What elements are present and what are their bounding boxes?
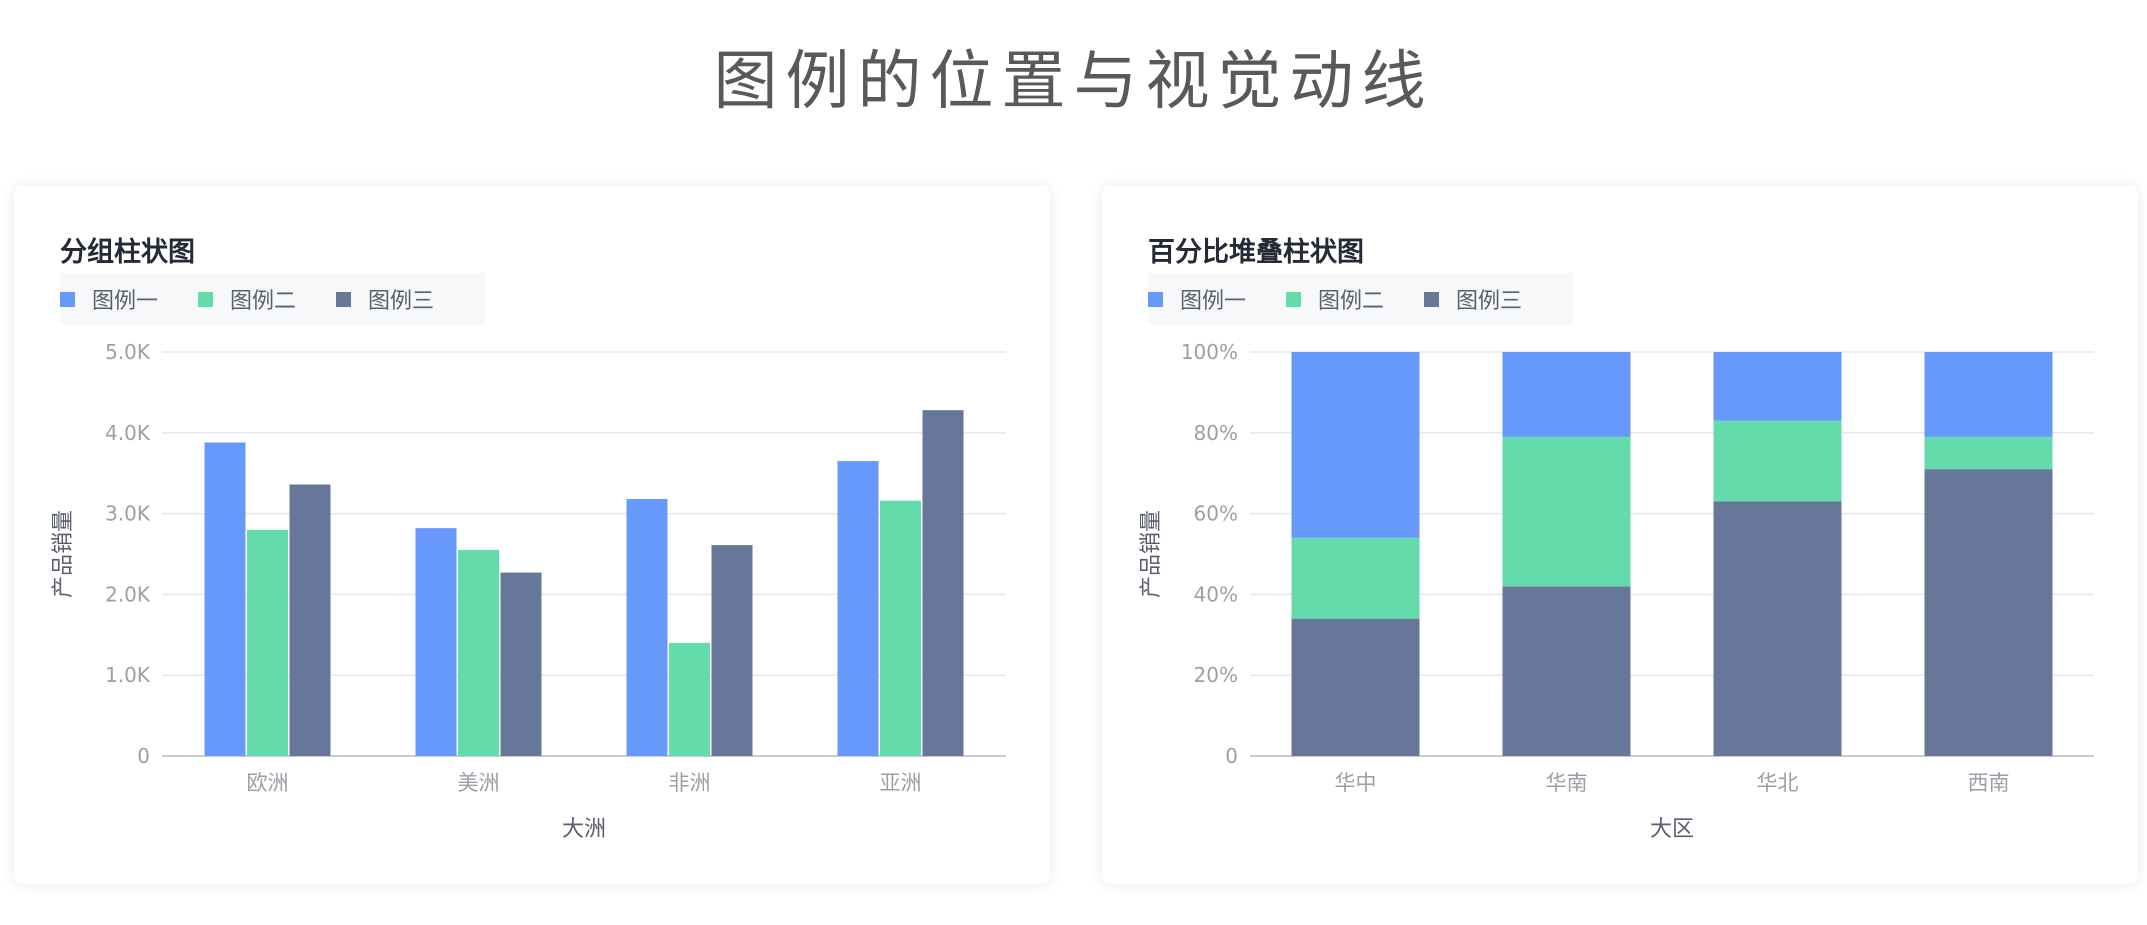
legend: 图例一 图例二 图例三 [60,273,485,325]
bar [500,572,542,756]
y-tick-label: 20% [1194,663,1238,687]
bar [458,549,499,756]
x-axis-title: 大区 [1650,817,1694,842]
bar-segment [1713,501,1842,756]
legend-label: 图例二 [1318,289,1385,314]
y-tick-label: 3.0K [105,502,151,526]
legend-label: 图例三 [368,289,435,314]
bar-segment [1924,469,2053,756]
y-tick-label: 40% [1194,582,1238,606]
bar [289,484,331,756]
legend-item-2[interactable]: 图例二 [1286,283,1384,315]
bar [711,545,753,756]
x-tick-label: 华中 [1335,771,1377,795]
bar-segment [1502,586,1631,756]
bar [626,499,668,756]
bar [837,461,879,756]
bar-segment [1291,352,1420,538]
legend-item-1[interactable]: 图例一 [60,283,158,315]
x-axis-title: 大洲 [562,817,606,842]
y-tick-label: 60% [1194,502,1238,526]
legend-item-1[interactable]: 图例一 [1148,283,1246,315]
legend-label: 图例一 [1180,289,1247,314]
bar-segment [1502,352,1631,437]
grouped-bar-card: 分组柱状图 图例一 图例二 图例三 0 1.0K 2.0K 3.0K 4.0K 5.0K 大… [14,186,1050,884]
legend-label: 图例三 [1456,289,1523,314]
legend-swatch-3 [336,291,352,307]
legend-item-2[interactable]: 图例二 [198,283,296,315]
legend: 图例一 图例二 图例三 [1148,273,1573,325]
y-axis-title: 产品销量 [51,510,76,598]
legend-swatch-1 [1148,291,1163,307]
y-tick-label: 2.0K [105,582,151,606]
legend-swatch-3 [1424,291,1440,307]
x-tick-label: 欧洲 [247,771,289,795]
bar [415,528,457,756]
bar-segment [1713,420,1842,502]
bar [247,529,288,756]
bar-segment [1924,352,2053,437]
y-tick-label: 4.0K [105,421,151,445]
chart-title: 分组柱状图 [60,237,195,268]
bar-segment [1502,436,1631,587]
y-tick-label: 0 [1225,744,1238,768]
bar [669,642,710,756]
stacked-bar-card: 百分比堆叠柱状图 图例一 图例二 图例三 0 20% 40% 60% 80% 100% 大区… [1102,186,2138,884]
bar [880,500,921,756]
legend-swatch-1 [60,291,75,307]
chart-title: 百分比堆叠柱状图 [1148,237,1364,268]
x-tick-label: 西南 [1968,771,2010,795]
x-tick-label: 亚洲 [880,771,922,795]
bar-segment [1924,436,2053,470]
bar-segment [1713,352,1842,421]
x-tick-label: 美洲 [458,771,500,795]
bar-segment [1291,537,1420,619]
x-tick-label: 华南 [1546,771,1588,795]
y-tick-label: 80% [1194,421,1238,445]
x-tick-label: 非洲 [669,771,711,795]
legend-item-3[interactable]: 图例三 [1424,283,1522,315]
y-tick-label: 5.0K [105,340,151,364]
y-tick-label: 1.0K [105,663,151,687]
bar [922,410,964,756]
legend-item-3[interactable]: 图例三 [336,283,434,315]
legend-swatch-2 [1286,291,1302,307]
bar [204,442,246,756]
y-tick-label: 100% [1181,340,1238,364]
y-tick-label: 0 [137,744,150,768]
legend-label: 图例一 [92,289,159,314]
bar-segment [1291,618,1420,756]
x-tick-label: 华北 [1757,771,1799,795]
legend-swatch-2 [198,291,214,307]
legend-label: 图例二 [230,289,297,314]
page-title: 图例的位置与视觉动线 [713,45,1434,119]
y-axis-title: 产品销量 [1139,510,1164,598]
